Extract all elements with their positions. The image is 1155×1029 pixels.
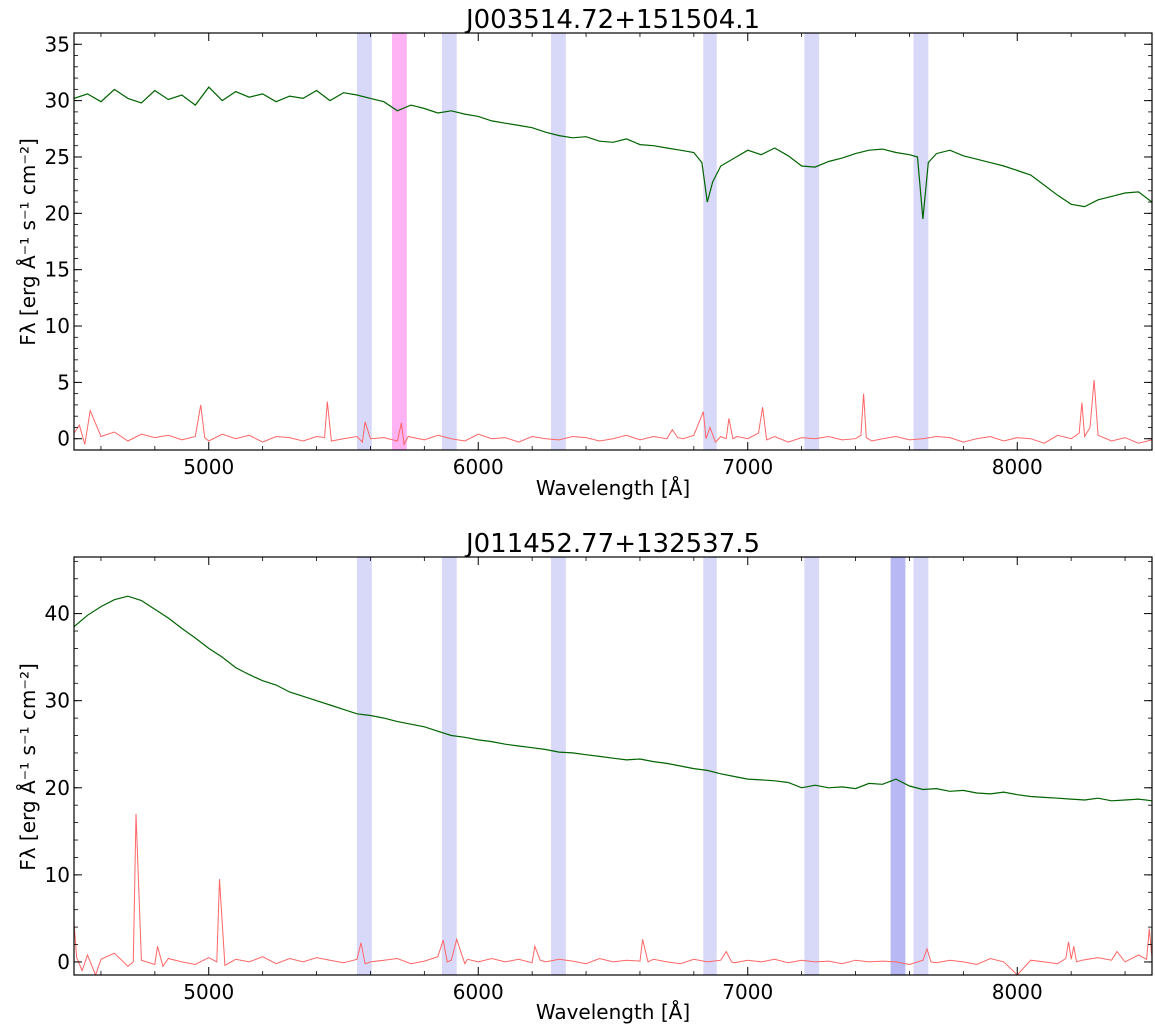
panel-2-frame — [73, 556, 1153, 976]
panel-1-band-1 — [392, 33, 407, 450]
panel-1-xlabel: Wavelength [Å] — [536, 476, 690, 500]
panel-1-noise-line — [74, 380, 1152, 447]
xtick-label: 7000 — [722, 980, 773, 1004]
xtick-label: 8000 — [992, 980, 1043, 1004]
panel-2-band-2 — [551, 557, 566, 975]
ytick-label: 20 — [45, 776, 70, 800]
panel-2-xlabel: Wavelength [Å] — [536, 1000, 690, 1024]
xtick-label: 8000 — [992, 455, 1043, 479]
panel-1-ylabel: Fλ [erg Å⁻¹ s⁻¹ cm⁻²] — [16, 138, 40, 346]
ytick-label: 10 — [45, 863, 70, 887]
panel-1-band-5 — [804, 33, 820, 450]
panel-2: J011452.77+132537.5 5000 6000 7000 8000 0 10 2… — [16, 529, 1153, 1024]
panel-1-title: J003514.72+151504.1 — [464, 5, 760, 35]
xtick-label: 5000 — [183, 980, 234, 1004]
panel-1-band-6 — [913, 33, 929, 450]
ytick-label: 30 — [45, 89, 70, 113]
panel-2-ylabel: Fλ [erg Å⁻¹ s⁻¹ cm⁻²] — [16, 663, 40, 871]
panel-2-band-1 — [441, 557, 457, 975]
panel-2-band-4 — [804, 557, 820, 975]
panel-1-band-2 — [441, 33, 457, 450]
panel-2-noise-line — [74, 813, 1152, 975]
panel-2-band-6 — [913, 557, 929, 975]
panel-2-title: J011452.77+132537.5 — [464, 529, 760, 559]
xtick-label: 6000 — [453, 455, 504, 479]
ytick-label: 25 — [45, 145, 70, 169]
ytick-label: 0 — [57, 950, 70, 974]
ytick-label: 35 — [45, 32, 70, 56]
panel-1-spectrum-line — [74, 86, 1152, 220]
ytick-label: 15 — [45, 258, 70, 282]
xtick-label: 5000 — [183, 455, 234, 479]
panel-2-spectrum-line — [74, 595, 1152, 802]
ytick-label: 40 — [45, 602, 70, 626]
panel-2-band-0 — [356, 557, 372, 975]
ytick-label: 0 — [57, 427, 70, 451]
panel-1-band-0 — [356, 33, 372, 450]
ytick-label: 10 — [45, 314, 70, 338]
panel-2-plot: 5000 6000 7000 8000 0 10 20 30 40 — [45, 556, 1153, 1004]
xtick-label: 6000 — [453, 980, 504, 1004]
panel-2-band-5 — [890, 557, 906, 975]
xtick-label: 7000 — [722, 455, 773, 479]
panel-1-plot: 5000 6000 7000 8000 0 5 10 15 20 25 30 35 — [45, 32, 1153, 479]
panel-1-band-3 — [551, 33, 566, 450]
panel-1-band-4 — [703, 33, 717, 450]
panel-1-frame — [73, 32, 1153, 451]
ytick-label: 5 — [57, 370, 70, 394]
ytick-label: 30 — [45, 689, 70, 713]
panel-2-band-3 — [703, 557, 717, 975]
ytick-label: 20 — [45, 201, 70, 225]
panel-1: J003514.72+151504.1 5000 6000 7000 8000 0 5 10… — [16, 5, 1153, 500]
